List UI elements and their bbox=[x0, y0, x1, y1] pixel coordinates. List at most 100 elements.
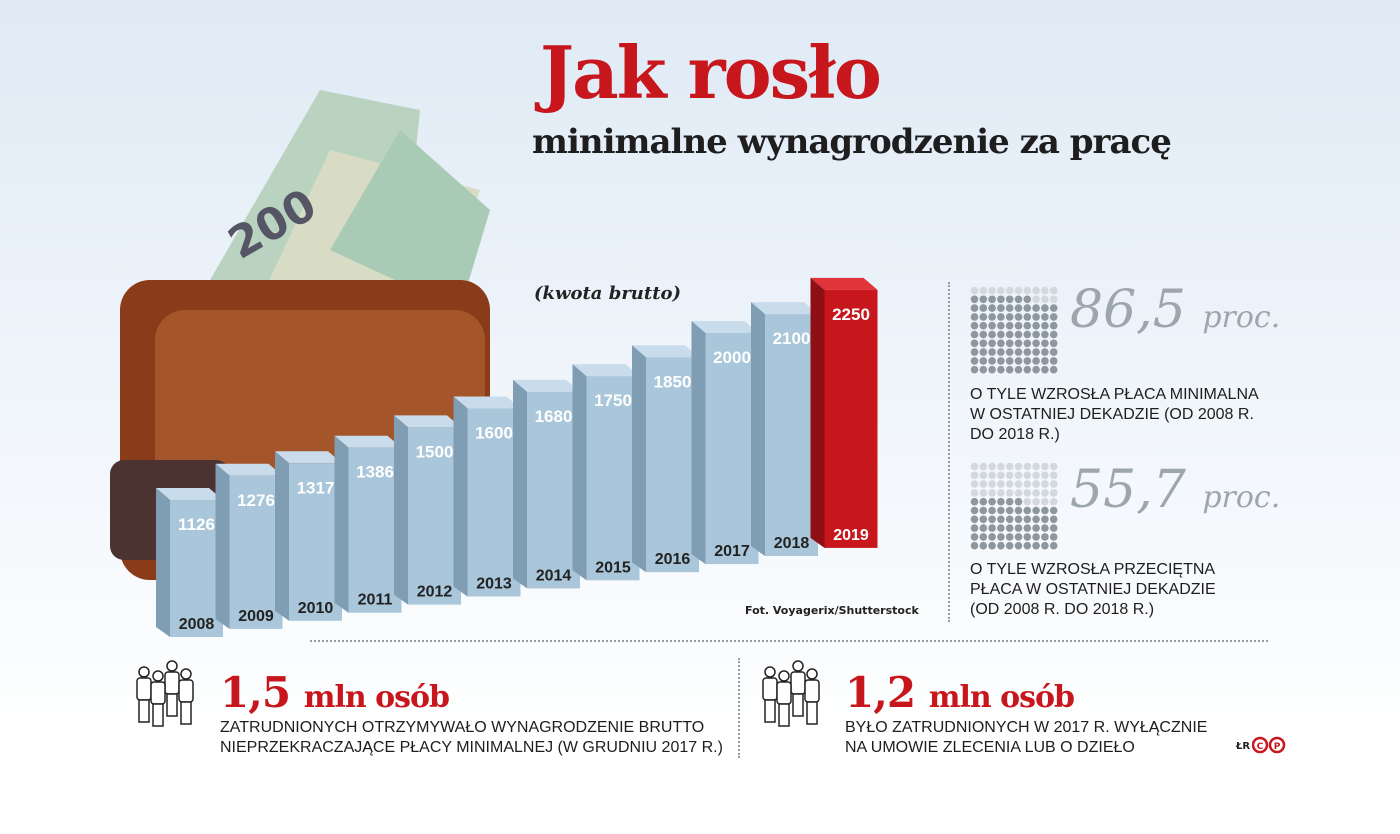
dot bbox=[1041, 471, 1049, 480]
bar-value-label: 2250 bbox=[832, 305, 870, 324]
dot bbox=[1005, 313, 1014, 321]
dot bbox=[997, 497, 1005, 506]
dot bbox=[1014, 480, 1023, 488]
dot bbox=[1049, 506, 1058, 515]
stat-average-wage-text: O TYLE WZROSŁA PRZECIĘTNA PŁACA W OSTATN… bbox=[970, 561, 1216, 618]
dot bbox=[979, 348, 988, 356]
dot bbox=[1014, 339, 1023, 348]
dot bbox=[988, 497, 996, 506]
dot bbox=[979, 524, 988, 532]
dot bbox=[997, 480, 1005, 488]
dot bbox=[1049, 339, 1058, 348]
dot bbox=[1023, 357, 1032, 365]
bar-side-face bbox=[751, 302, 765, 556]
dot bbox=[1014, 357, 1023, 365]
dot bbox=[1049, 313, 1058, 321]
dot bbox=[1032, 304, 1040, 312]
bar-side-face bbox=[156, 488, 170, 637]
dot bbox=[1032, 506, 1040, 515]
dot bbox=[1023, 286, 1032, 295]
dot bbox=[1023, 524, 1032, 532]
fact-2-text: BYŁO ZATRUDNIONYCH W 2017 R. WYŁĄCZNIE NA… bbox=[845, 718, 1207, 758]
dot bbox=[979, 304, 988, 312]
bar-2009: 1276 2009 bbox=[215, 463, 283, 629]
bar-2012: 1500 2012 bbox=[394, 415, 461, 605]
dot bbox=[1005, 541, 1014, 550]
stat-value: 86,5 bbox=[1070, 280, 1186, 340]
dot bbox=[1005, 471, 1014, 480]
bar-year-label: 2011 bbox=[358, 592, 393, 609]
dot bbox=[1014, 506, 1023, 515]
bar-top-face bbox=[632, 345, 699, 358]
dot bbox=[997, 524, 1005, 532]
svg-text:C: C bbox=[1257, 742, 1264, 752]
bar-value-label: 1317 bbox=[297, 478, 335, 497]
dot bbox=[1005, 515, 1014, 524]
fact-value: 1,5 bbox=[220, 668, 291, 717]
bar-top-face bbox=[334, 435, 402, 448]
dot bbox=[988, 286, 996, 295]
bar-value-label: 1500 bbox=[416, 442, 454, 461]
bar-value-label: 1680 bbox=[535, 407, 573, 426]
dot bbox=[988, 480, 996, 488]
dot bbox=[970, 462, 979, 471]
dot bbox=[988, 462, 996, 471]
dot bbox=[970, 506, 979, 515]
bar-value-label: 1850 bbox=[654, 372, 692, 391]
dot bbox=[1023, 497, 1032, 506]
dot bbox=[1041, 365, 1049, 374]
dot bbox=[1005, 321, 1014, 330]
dot bbox=[997, 357, 1005, 365]
dot bbox=[979, 506, 988, 515]
bar-2018: 2100 2018 bbox=[751, 302, 818, 556]
dot bbox=[970, 480, 979, 488]
bar-top-face bbox=[572, 364, 640, 377]
dot bbox=[1041, 541, 1049, 550]
bar-top-face bbox=[513, 379, 580, 392]
dot bbox=[997, 295, 1005, 304]
bar-value-label: 1126 bbox=[178, 515, 215, 534]
dot bbox=[997, 313, 1005, 321]
bar-2019: 2250 2019 bbox=[810, 277, 878, 548]
dot bbox=[1032, 524, 1040, 532]
dot bbox=[1049, 515, 1058, 524]
dot bbox=[979, 489, 988, 497]
bar-side-face bbox=[215, 463, 230, 629]
bar-value-label: 1600 bbox=[475, 423, 513, 442]
dot bbox=[1032, 357, 1040, 365]
bar-year-label: 2014 bbox=[536, 567, 572, 584]
dot bbox=[1023, 313, 1032, 321]
dot bbox=[1014, 304, 1023, 312]
dot bbox=[1023, 462, 1032, 471]
person-icon bbox=[178, 668, 194, 725]
dot bbox=[1032, 295, 1040, 304]
fact-2-value: 1,2 mln osób bbox=[845, 668, 1075, 717]
dot bbox=[970, 348, 979, 356]
dot bbox=[988, 515, 996, 524]
dot bbox=[1023, 348, 1032, 356]
dot bbox=[1049, 462, 1058, 471]
dot-grid-minimum-wage bbox=[970, 286, 1058, 374]
dot bbox=[1032, 339, 1040, 348]
person-icon bbox=[762, 666, 778, 723]
dot bbox=[988, 304, 996, 312]
dot bbox=[1049, 348, 1058, 356]
dot bbox=[1049, 321, 1058, 330]
dot bbox=[979, 295, 988, 304]
dot bbox=[1005, 295, 1014, 304]
dot bbox=[1041, 480, 1049, 488]
person-icon bbox=[136, 666, 152, 723]
dot bbox=[970, 321, 979, 330]
dot bbox=[1049, 541, 1058, 550]
bar-top-face bbox=[156, 488, 223, 501]
dot bbox=[988, 321, 996, 330]
bar-top-face bbox=[394, 415, 461, 428]
dot bbox=[1032, 515, 1040, 524]
dot bbox=[1005, 480, 1014, 488]
bar-side-face bbox=[334, 435, 349, 613]
dot-grid-average-wage bbox=[970, 462, 1058, 550]
dot bbox=[1049, 286, 1058, 295]
bar-year-label: 2012 bbox=[417, 584, 453, 601]
stat-minimum-wage-text: O TYLE WZROSŁA PŁACA MINIMALNA W OSTATNI… bbox=[970, 386, 1258, 443]
chart-note: (kwota brutto) bbox=[534, 283, 682, 304]
